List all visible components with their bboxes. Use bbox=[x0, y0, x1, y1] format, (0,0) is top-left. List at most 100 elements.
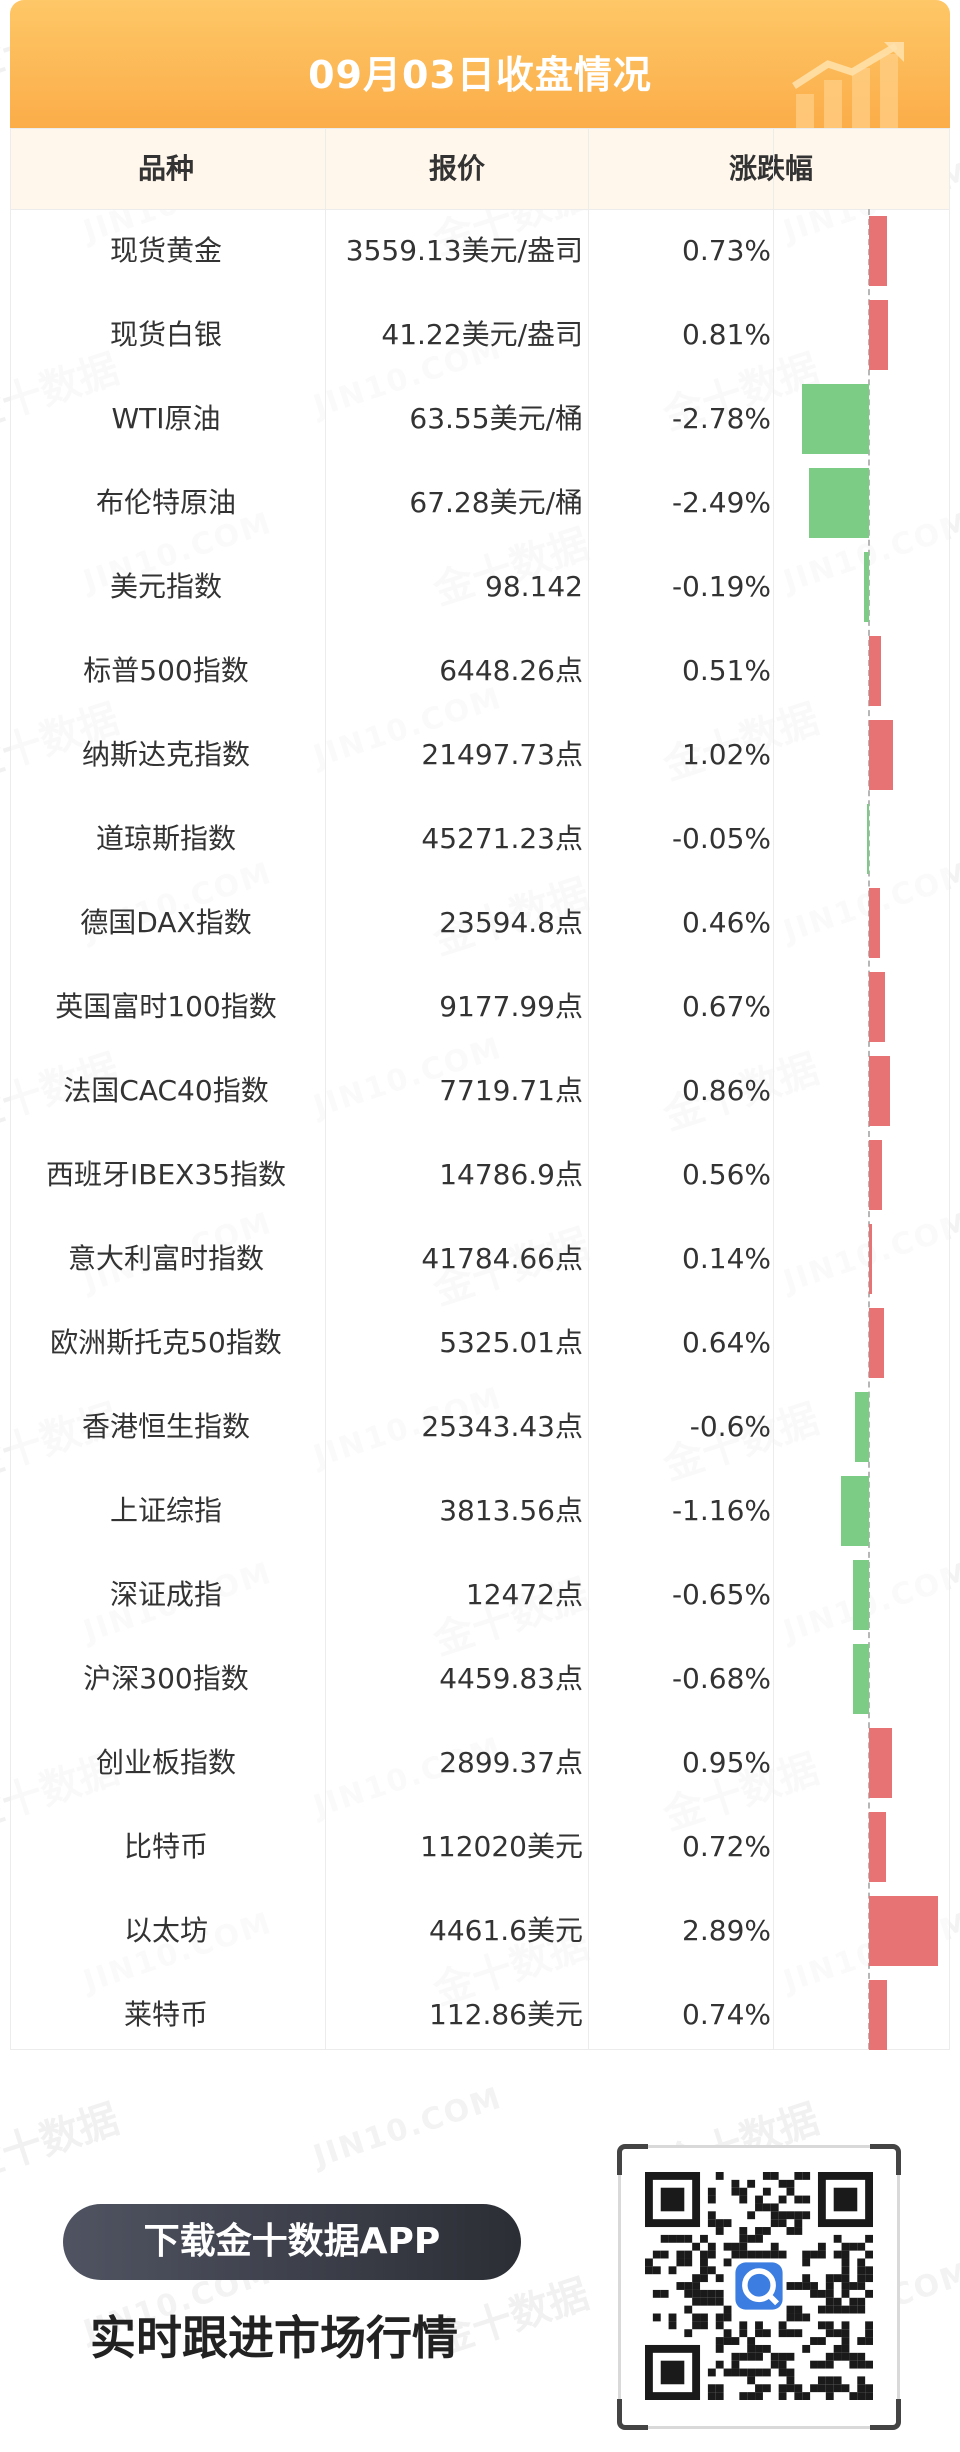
qr-code-frame bbox=[617, 2144, 901, 2430]
instrument-name: 以太坊 bbox=[123, 1914, 208, 1947]
instrument-price: 3559.13美元/盎司 bbox=[345, 234, 583, 267]
instrument-change: 0.72% bbox=[682, 1830, 771, 1863]
change-bar bbox=[852, 1644, 869, 1714]
table-row: 深证成指 12472点 -0.65% bbox=[11, 1553, 949, 1637]
instrument-name: 创业板指数 bbox=[95, 1746, 236, 1779]
change-bar bbox=[869, 1224, 873, 1294]
table-row: 德国DAX指数 23594.8点 0.46% bbox=[11, 881, 949, 965]
instrument-name: 上证综指 bbox=[109, 1494, 222, 1527]
table-row: 纳斯达克指数 21497.73点 1.02% bbox=[11, 713, 949, 797]
change-bar bbox=[841, 1476, 869, 1546]
change-bar bbox=[854, 1392, 869, 1462]
page-title: 09月03日收盘情况 bbox=[308, 53, 652, 97]
qr-code[interactable] bbox=[645, 2170, 873, 2402]
table-row: WTI原油 63.55美元/桶 -2.78% bbox=[11, 377, 949, 461]
instrument-price: 23594.8点 bbox=[439, 906, 583, 939]
instrument-name: 现货黄金 bbox=[109, 234, 222, 267]
instrument-change: 0.56% bbox=[682, 1158, 771, 1191]
table-row: 法国CAC40指数 7719.71点 0.86% bbox=[11, 1049, 949, 1133]
instrument-price: 98.142 bbox=[485, 570, 583, 603]
instrument-change: 0.46% bbox=[682, 906, 771, 939]
instrument-change: -1.16% bbox=[671, 1494, 771, 1527]
instrument-price: 6448.26点 bbox=[439, 654, 583, 687]
table-row: 美元指数 98.142 -0.19% bbox=[11, 545, 949, 629]
instrument-change: -0.19% bbox=[671, 570, 771, 603]
instrument-price: 4459.83点 bbox=[439, 1662, 583, 1695]
header-change: 涨跌幅 bbox=[728, 152, 813, 185]
change-bar bbox=[869, 1896, 939, 1966]
instrument-name: 香港恒生指数 bbox=[81, 1410, 250, 1443]
column-divider bbox=[325, 129, 326, 2049]
change-bar bbox=[869, 888, 881, 958]
instrument-change: -2.49% bbox=[671, 486, 771, 519]
instrument-price: 63.55美元/桶 bbox=[409, 402, 583, 435]
change-bar bbox=[864, 552, 869, 622]
table-header: 品种 报价 涨跌幅 bbox=[11, 129, 949, 210]
column-divider bbox=[588, 129, 589, 2049]
instrument-change: 0.67% bbox=[682, 990, 771, 1023]
instrument-change: -0.6% bbox=[689, 1410, 771, 1443]
table-row: 比特币 112020美元 0.72% bbox=[11, 1805, 949, 1889]
download-app-button[interactable]: 下载金十数据APP bbox=[63, 2204, 521, 2280]
instrument-price: 9177.99点 bbox=[439, 990, 583, 1023]
instrument-price: 3813.56点 bbox=[439, 1494, 583, 1527]
change-bar bbox=[867, 804, 869, 874]
table-row: 以太坊 4461.6美元 2.89% bbox=[11, 1889, 949, 1973]
instrument-change: 0.95% bbox=[682, 1746, 771, 1779]
instrument-name: 意大利富时指数 bbox=[67, 1242, 264, 1275]
zero-baseline bbox=[868, 209, 870, 2049]
instrument-name: 西班牙IBEX35指数 bbox=[46, 1158, 286, 1191]
instrument-name: 比特币 bbox=[123, 1830, 208, 1863]
table-row: 道琼斯指数 45271.23点 -0.05% bbox=[11, 797, 949, 881]
instrument-change: 0.86% bbox=[682, 1074, 771, 1107]
instrument-change: -0.68% bbox=[671, 1662, 771, 1695]
instrument-price: 41.22美元/盎司 bbox=[381, 318, 583, 351]
table-row: 上证综指 3813.56点 -1.16% bbox=[11, 1469, 949, 1553]
table-row: 意大利富时指数 41784.66点 0.14% bbox=[11, 1217, 949, 1301]
instrument-price: 112020美元 bbox=[420, 1830, 583, 1863]
change-bar bbox=[869, 636, 882, 706]
instrument-change: 0.14% bbox=[682, 1242, 771, 1275]
frame-corner bbox=[870, 2144, 901, 2175]
change-bar bbox=[869, 1728, 892, 1798]
column-divider bbox=[773, 129, 774, 2049]
instrument-name: 德国DAX指数 bbox=[80, 906, 252, 939]
instrument-name: 欧洲斯托克50指数 bbox=[50, 1326, 282, 1359]
instrument-change: 0.74% bbox=[682, 1998, 771, 2031]
watermark-text: 金十数据 bbox=[0, 2096, 125, 2190]
instrument-price: 21497.73点 bbox=[421, 738, 583, 771]
change-bar bbox=[869, 216, 887, 286]
instrument-name: 美元指数 bbox=[109, 570, 222, 603]
instrument-name: 法国CAC40指数 bbox=[63, 1074, 269, 1107]
promo-tagline: 实时跟进市场行情 bbox=[90, 2311, 458, 2365]
table-row: 西班牙IBEX35指数 14786.9点 0.56% bbox=[11, 1133, 949, 1217]
table-row: 现货黄金 3559.13美元/盎司 0.73% bbox=[11, 209, 949, 293]
table-row: 欧洲斯托克50指数 5325.01点 0.64% bbox=[11, 1301, 949, 1385]
instrument-name: 布伦特原油 bbox=[95, 486, 236, 519]
instrument-name: 沪深300指数 bbox=[83, 1662, 249, 1695]
title-banner: 09月03日收盘情况 bbox=[10, 0, 950, 128]
instrument-price: 112.86美元 bbox=[429, 1998, 583, 2031]
table-row: 创业板指数 2899.37点 0.95% bbox=[11, 1721, 949, 1805]
instrument-price: 45271.23点 bbox=[421, 822, 583, 855]
table-row: 标普500指数 6448.26点 0.51% bbox=[11, 629, 949, 713]
change-bar bbox=[853, 1560, 869, 1630]
rising-chart-icon bbox=[792, 42, 904, 128]
frame-corner bbox=[870, 2399, 901, 2430]
instrument-name: 现货白银 bbox=[109, 318, 222, 351]
table-row: 香港恒生指数 25343.43点 -0.6% bbox=[11, 1385, 949, 1469]
instrument-price: 25343.43点 bbox=[421, 1410, 583, 1443]
change-bar bbox=[869, 1812, 887, 1882]
instrument-change: 0.51% bbox=[682, 654, 771, 687]
instrument-change: 1.02% bbox=[682, 738, 771, 771]
table-row: 莱特币 112.86美元 0.74% bbox=[11, 1973, 949, 2057]
table-row: 沪深300指数 4459.83点 -0.68% bbox=[11, 1637, 949, 1721]
table-row: 英国富时100指数 9177.99点 0.67% bbox=[11, 965, 949, 1049]
instrument-name: 莱特币 bbox=[123, 1998, 208, 2031]
change-bar bbox=[869, 1140, 883, 1210]
instrument-price: 14786.9点 bbox=[439, 1158, 583, 1191]
frame-corner bbox=[617, 2399, 648, 2430]
instrument-name: 深证成指 bbox=[109, 1578, 222, 1611]
instrument-change: -0.05% bbox=[671, 822, 771, 855]
instrument-price: 5325.01点 bbox=[439, 1326, 583, 1359]
